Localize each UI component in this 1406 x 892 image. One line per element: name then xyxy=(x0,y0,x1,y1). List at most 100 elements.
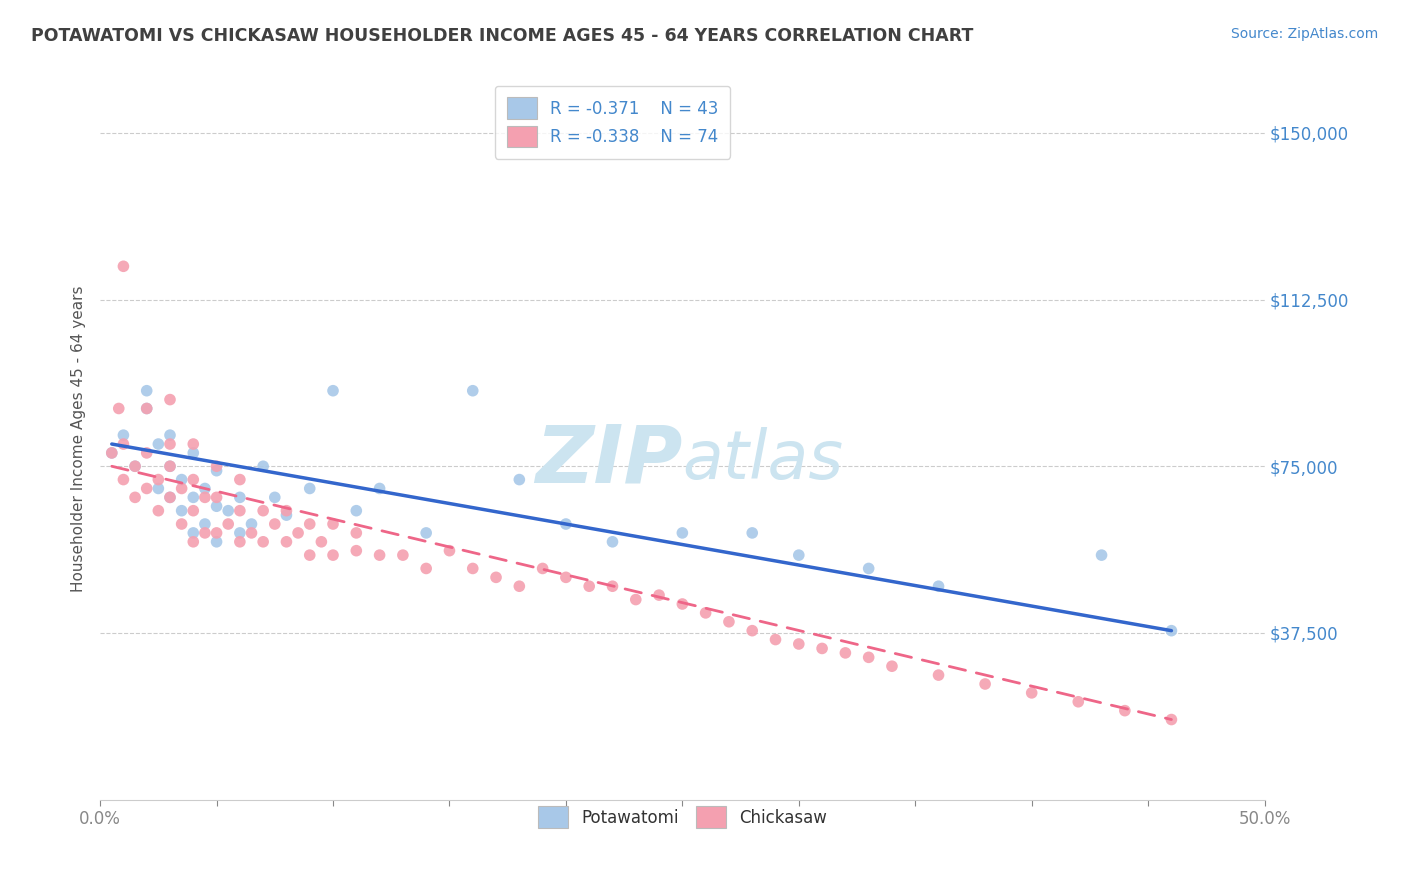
Point xyxy=(1160,624,1182,638)
Point xyxy=(181,525,204,540)
Point xyxy=(1160,713,1182,727)
Point xyxy=(240,516,263,531)
Point xyxy=(1114,704,1136,718)
Point xyxy=(181,473,204,487)
Point xyxy=(194,516,217,531)
Point xyxy=(368,482,391,496)
Point xyxy=(100,446,122,460)
Point xyxy=(928,668,950,682)
Text: Source: ZipAtlas.com: Source: ZipAtlas.com xyxy=(1230,27,1378,41)
Point xyxy=(148,504,170,518)
Point xyxy=(578,579,600,593)
Point xyxy=(240,525,263,540)
Point xyxy=(252,504,274,518)
Point xyxy=(159,491,181,505)
Point xyxy=(205,491,228,505)
Point xyxy=(974,677,997,691)
Point xyxy=(124,459,146,474)
Point xyxy=(205,500,228,514)
Point xyxy=(602,579,624,593)
Point xyxy=(170,516,193,531)
Point xyxy=(415,561,437,575)
Point xyxy=(159,392,181,407)
Point xyxy=(858,561,880,575)
Point xyxy=(276,534,298,549)
Point xyxy=(508,473,530,487)
Point xyxy=(148,473,170,487)
Point xyxy=(858,650,880,665)
Point xyxy=(112,473,135,487)
Point xyxy=(717,615,740,629)
Point xyxy=(135,401,157,416)
Point xyxy=(124,459,146,474)
Point xyxy=(124,491,146,505)
Point xyxy=(194,491,217,505)
Point xyxy=(112,428,135,442)
Point xyxy=(287,525,309,540)
Point xyxy=(205,459,228,474)
Point xyxy=(344,504,367,518)
Point xyxy=(148,437,170,451)
Point xyxy=(229,473,252,487)
Point xyxy=(554,570,576,584)
Point xyxy=(461,384,484,398)
Point xyxy=(695,606,717,620)
Point xyxy=(741,624,763,638)
Point xyxy=(194,482,217,496)
Point xyxy=(252,459,274,474)
Point xyxy=(415,525,437,540)
Legend: Potawatomi, Chickasaw: Potawatomi, Chickasaw xyxy=(531,800,834,835)
Point xyxy=(135,384,157,398)
Point xyxy=(508,579,530,593)
Point xyxy=(531,561,554,575)
Point xyxy=(624,592,647,607)
Point xyxy=(229,504,252,518)
Point xyxy=(170,473,193,487)
Point xyxy=(322,384,344,398)
Point xyxy=(205,534,228,549)
Point xyxy=(602,534,624,549)
Point xyxy=(135,401,157,416)
Point xyxy=(648,588,671,602)
Point xyxy=(311,534,333,549)
Point xyxy=(159,437,181,451)
Point xyxy=(1067,695,1090,709)
Point xyxy=(263,516,285,531)
Point xyxy=(181,534,204,549)
Point xyxy=(880,659,903,673)
Point xyxy=(344,525,367,540)
Point xyxy=(205,464,228,478)
Point xyxy=(217,516,239,531)
Point xyxy=(181,491,204,505)
Point xyxy=(229,491,252,505)
Point xyxy=(461,561,484,575)
Point xyxy=(135,446,157,460)
Point xyxy=(392,548,415,562)
Point xyxy=(322,548,344,562)
Point xyxy=(1090,548,1112,562)
Point xyxy=(135,482,157,496)
Point xyxy=(112,260,135,274)
Point xyxy=(159,428,181,442)
Point xyxy=(787,637,810,651)
Point xyxy=(170,482,193,496)
Point xyxy=(170,504,193,518)
Point xyxy=(112,437,135,451)
Point xyxy=(276,504,298,518)
Point xyxy=(229,534,252,549)
Point xyxy=(298,482,321,496)
Point xyxy=(344,543,367,558)
Point xyxy=(368,548,391,562)
Text: ZIP: ZIP xyxy=(534,421,682,500)
Point xyxy=(159,459,181,474)
Point xyxy=(159,491,181,505)
Point xyxy=(671,525,693,540)
Point xyxy=(554,516,576,531)
Point xyxy=(765,632,787,647)
Point xyxy=(322,516,344,531)
Point xyxy=(485,570,508,584)
Point xyxy=(181,446,204,460)
Point xyxy=(1021,686,1043,700)
Point xyxy=(217,504,239,518)
Point xyxy=(671,597,693,611)
